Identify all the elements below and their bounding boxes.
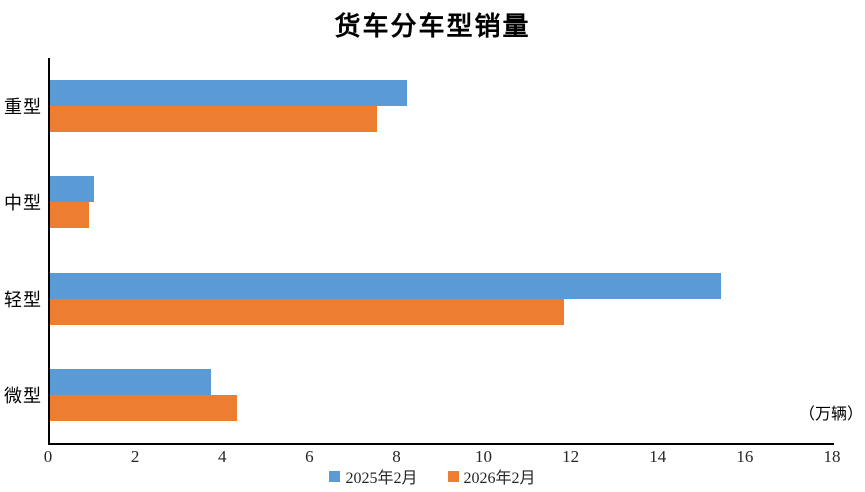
- x-axis-tick-12: 12: [562, 447, 580, 466]
- legend-swatch-icon: [447, 470, 459, 482]
- x-axis-tick-4: 4: [217, 447, 227, 466]
- legend-swatch-icon: [329, 470, 341, 482]
- chart-title: 货车分车型销量: [334, 12, 531, 41]
- x-axis-tick-10: 10: [475, 447, 493, 466]
- y-axis-label-中型: 中型: [4, 193, 42, 214]
- x-axis-tick-6: 6: [305, 447, 314, 466]
- legend-label: 2026年2月: [463, 470, 536, 487]
- axis-unit-label: （万辆）: [798, 406, 863, 423]
- y-axis-labels: 重型 中型 轻型 微型: [0, 58, 42, 443]
- category-row-微型: [50, 347, 834, 443]
- category-row-中型: [50, 154, 834, 250]
- y-axis-label-微型: 微型: [4, 385, 42, 406]
- legend-item-2026年2月: 2026年2月: [447, 464, 536, 488]
- bar-2026年2月-轻型: [50, 298, 564, 325]
- category-row-轻型: [50, 251, 834, 347]
- bar-2025年2月-微型: [50, 368, 212, 395]
- bar-2025年2月-中型: [50, 176, 94, 203]
- bar-2025年2月-轻型: [50, 272, 721, 299]
- x-axis-tick-2: 2: [130, 447, 140, 466]
- category-row-重型: [50, 58, 834, 154]
- legend-item-2025年2月: 2025年2月: [329, 464, 418, 488]
- bar-2026年2月-微型: [50, 394, 238, 421]
- x-axis-tick-8: 8: [392, 447, 401, 466]
- x-axis-ticks: 0 2 4 6 8 10 12 14 16 18: [44, 447, 841, 469]
- bar-2026年2月-重型: [50, 106, 377, 133]
- bar-2026年2月-中型: [50, 202, 90, 229]
- bar-2025年2月-重型: [50, 80, 408, 107]
- x-axis-tick-16: 16: [736, 447, 754, 466]
- legend-label: 2025年2月: [345, 470, 418, 487]
- x-axis-tick-18: 18: [823, 447, 841, 466]
- y-axis-label-重型: 重型: [4, 97, 42, 118]
- x-axis-tick-0: 0: [43, 447, 53, 466]
- legend: 2025年2月 2026年2月: [0, 464, 865, 488]
- x-axis-tick-14: 14: [649, 447, 667, 466]
- y-axis-label-轻型: 轻型: [4, 289, 42, 310]
- plot-area: [48, 58, 834, 445]
